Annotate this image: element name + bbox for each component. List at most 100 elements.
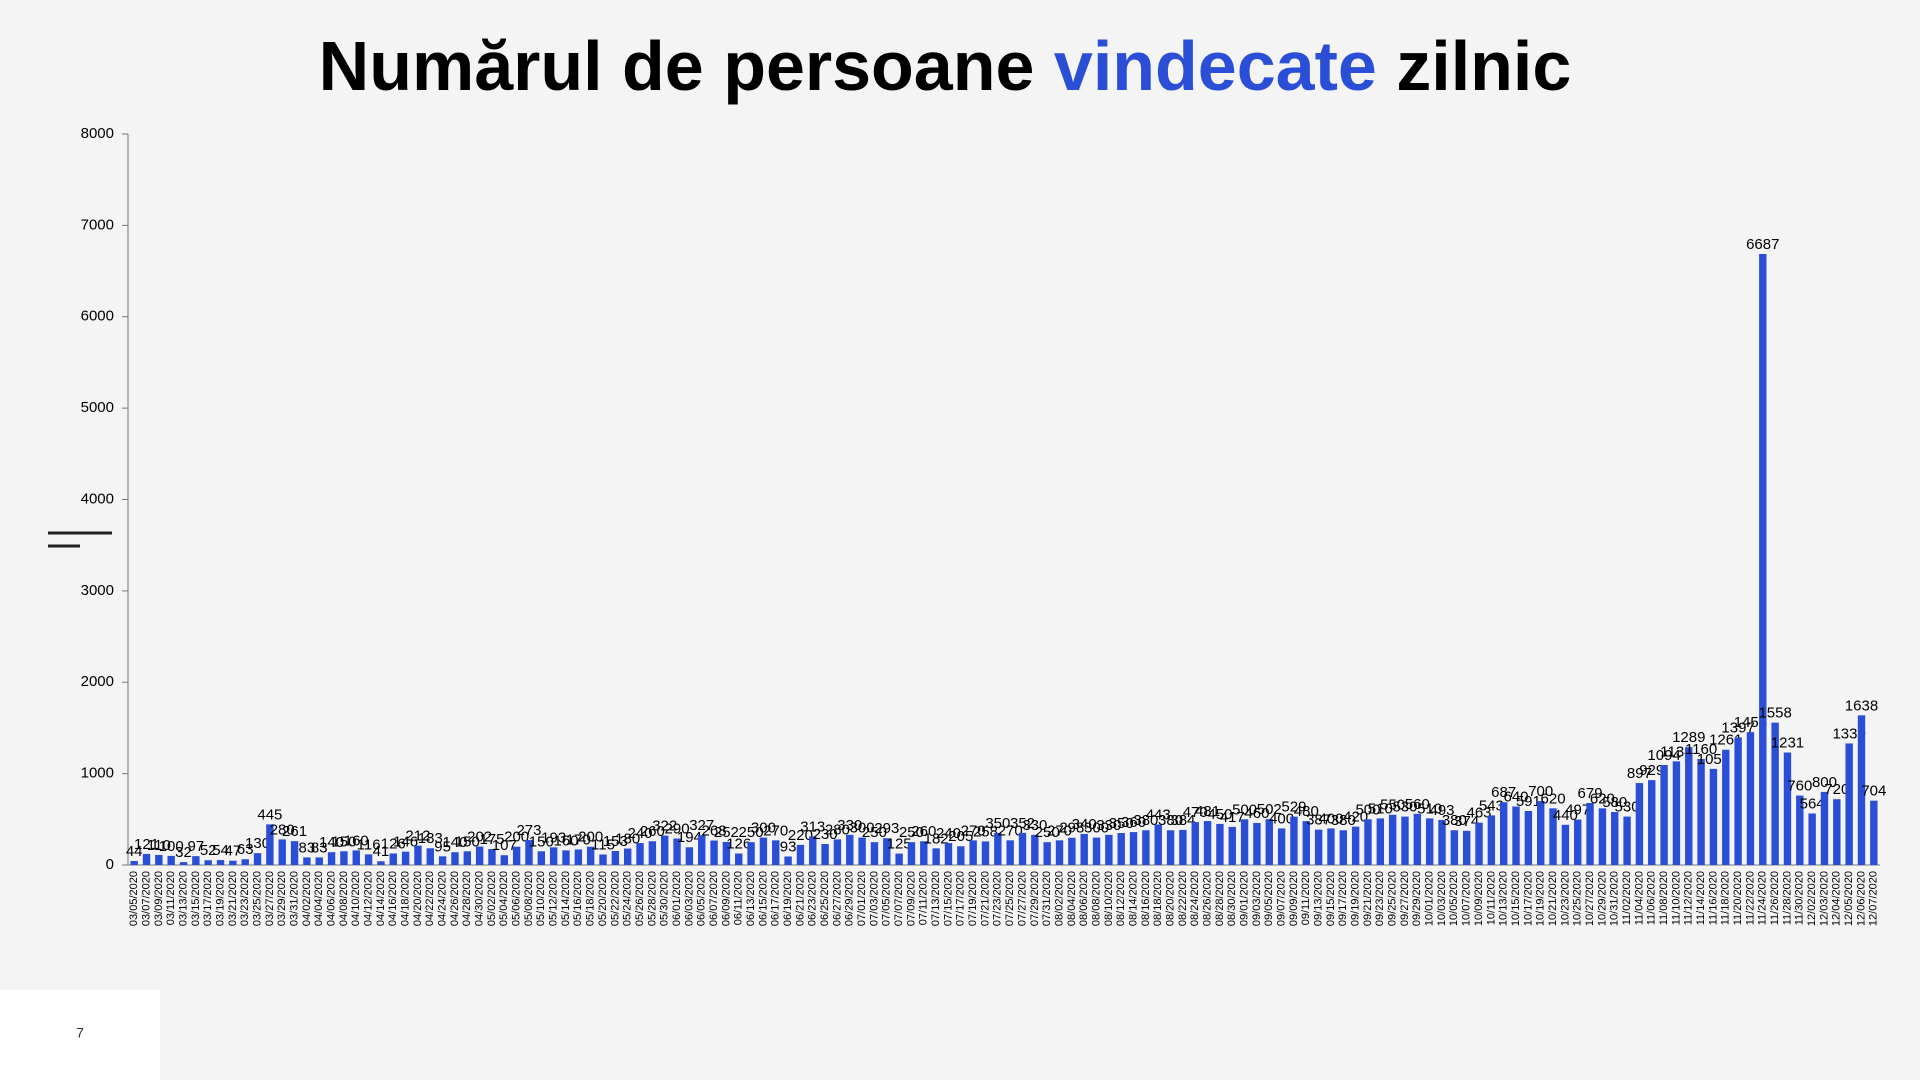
data-label: 140 bbox=[319, 834, 344, 851]
data-label: 510 bbox=[1417, 800, 1442, 817]
bar bbox=[809, 836, 817, 865]
y-tick-label: 0 bbox=[106, 856, 114, 873]
x-tick-label: 11/12/2020 bbox=[1683, 871, 1695, 925]
x-tick-label: 09/21/2020 bbox=[1362, 871, 1374, 926]
x-tick-label: 09/09/2020 bbox=[1288, 871, 1300, 926]
bar bbox=[216, 860, 225, 865]
data-label: 270 bbox=[961, 822, 986, 839]
data-label: 200 bbox=[578, 829, 603, 846]
data-label: 290 bbox=[665, 820, 690, 837]
data-label: 182 bbox=[924, 830, 949, 847]
data-label: 500 bbox=[1232, 801, 1257, 818]
bar bbox=[1191, 822, 1199, 865]
data-label: 1330 bbox=[1832, 725, 1865, 742]
x-tick-label: 04/20/2020 bbox=[412, 871, 424, 926]
data-label: 400 bbox=[1269, 810, 1294, 827]
data-label: 1160 bbox=[1685, 741, 1717, 758]
x-tick-label: 09/17/2020 bbox=[1337, 871, 1349, 926]
bar bbox=[858, 837, 866, 865]
bar bbox=[253, 853, 262, 865]
x-tick-label: 06/29/2020 bbox=[844, 871, 856, 926]
data-label: 115 bbox=[591, 836, 615, 853]
x-tick-label: 11/22/2020 bbox=[1744, 871, 1756, 925]
x-tick-label: 07/05/2020 bbox=[881, 871, 893, 926]
bar bbox=[1129, 832, 1138, 865]
bar bbox=[1537, 801, 1545, 865]
x-tick-label: 07/15/2020 bbox=[942, 871, 954, 926]
bar bbox=[1068, 837, 1076, 865]
bar bbox=[661, 835, 669, 865]
x-tick-label: 12/06/2020 bbox=[1855, 871, 1867, 926]
x-tick-label: 07/31/2020 bbox=[1041, 871, 1053, 926]
data-label: 493 bbox=[1429, 802, 1454, 819]
bar bbox=[1055, 840, 1064, 865]
bar bbox=[1746, 732, 1755, 865]
x-tick-label: 09/13/2020 bbox=[1313, 871, 1325, 926]
bar bbox=[846, 834, 854, 865]
data-label: 107 bbox=[492, 837, 517, 854]
data-label: 591 bbox=[1516, 793, 1541, 810]
bar bbox=[1499, 802, 1508, 865]
bar bbox=[1870, 800, 1878, 865]
data-label: 374 bbox=[1454, 813, 1479, 830]
page-number: 7 bbox=[76, 1025, 84, 1041]
x-tick-label: 06/25/2020 bbox=[819, 871, 831, 926]
x-tick-label: 07/29/2020 bbox=[1029, 871, 1041, 926]
data-label: 384 bbox=[1170, 812, 1195, 829]
bar bbox=[1043, 842, 1051, 865]
bar bbox=[735, 853, 743, 865]
data-label: 260 bbox=[640, 823, 665, 840]
data-label: 330 bbox=[1096, 817, 1121, 834]
bar bbox=[1475, 822, 1483, 865]
data-label: 445 bbox=[257, 806, 282, 823]
bar bbox=[1092, 837, 1101, 865]
data-label: 175 bbox=[479, 831, 504, 848]
data-label: 63 bbox=[237, 841, 254, 858]
data-label: 140 bbox=[442, 834, 467, 851]
data-label: 183 bbox=[418, 830, 443, 847]
bar bbox=[1240, 819, 1249, 865]
data-label: 126 bbox=[726, 835, 751, 852]
bar bbox=[414, 845, 422, 865]
data-label: 1558 bbox=[1758, 705, 1791, 722]
x-tick-label: 09/07/2020 bbox=[1276, 871, 1288, 926]
x-tick-label: 05/10/2020 bbox=[535, 871, 547, 926]
bar bbox=[278, 839, 286, 865]
x-tick-label: 11/24/2020 bbox=[1757, 871, 1769, 925]
x-tick-label: 11/30/2020 bbox=[1794, 871, 1806, 925]
x-tick-label: 04/28/2020 bbox=[461, 871, 473, 926]
data-label: 530 bbox=[1392, 799, 1417, 816]
bar bbox=[364, 854, 373, 865]
x-tick-label: 08/30/2020 bbox=[1226, 871, 1238, 926]
bar bbox=[957, 846, 965, 865]
x-tick-label: 07/01/2020 bbox=[856, 871, 868, 926]
bar bbox=[586, 846, 595, 865]
x-tick-label: 11/04/2020 bbox=[1633, 871, 1645, 925]
bar bbox=[451, 852, 459, 865]
data-label: 420 bbox=[1343, 809, 1368, 826]
data-label: 252 bbox=[714, 824, 739, 841]
x-tick-label: 12/04/2020 bbox=[1831, 871, 1843, 926]
page-number-box bbox=[0, 990, 160, 1080]
x-tick-label: 03/27/2020 bbox=[264, 871, 276, 926]
data-label: 800 bbox=[1812, 774, 1837, 791]
x-tick-label: 12/07/2020 bbox=[1868, 871, 1880, 926]
data-label: 350 bbox=[1109, 815, 1134, 832]
data-label: 270 bbox=[998, 822, 1023, 839]
bar bbox=[1759, 253, 1767, 866]
data-label: 270 bbox=[763, 822, 788, 839]
bar bbox=[537, 851, 546, 865]
bar bbox=[438, 856, 447, 865]
bar bbox=[1574, 819, 1582, 865]
data-label: 193 bbox=[541, 829, 566, 846]
x-tick-label: 11/08/2020 bbox=[1658, 871, 1670, 925]
data-label: 200 bbox=[504, 829, 529, 846]
bar bbox=[192, 856, 200, 865]
data-label: 530 bbox=[1615, 799, 1640, 816]
data-label: 260 bbox=[911, 823, 936, 840]
x-tick-label: 09/27/2020 bbox=[1399, 871, 1411, 926]
x-tick-label: 08/14/2020 bbox=[1127, 871, 1139, 926]
bar bbox=[1561, 824, 1570, 865]
x-tick-label: 10/21/2020 bbox=[1547, 871, 1559, 926]
